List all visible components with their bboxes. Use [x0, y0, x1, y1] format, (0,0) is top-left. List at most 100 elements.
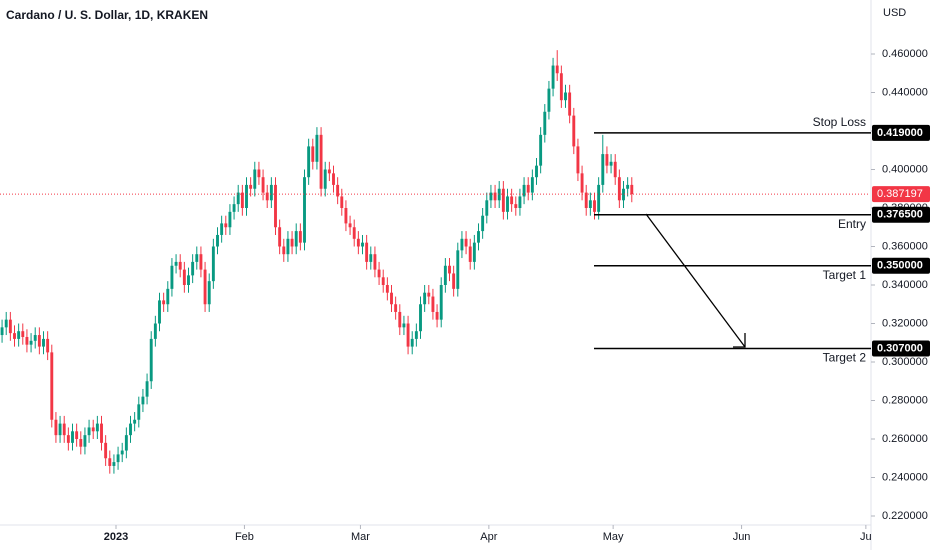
candle-body: [236, 192, 240, 205]
candle-body: [141, 396, 145, 405]
candle-body: [522, 184, 526, 197]
candle-body: [298, 231, 302, 243]
candle-body: [195, 254, 199, 262]
x-tick-label: Ju: [860, 531, 872, 543]
candle-body: [356, 238, 360, 247]
candle-body: [477, 231, 480, 243]
candle-body: [406, 323, 410, 347]
candle-body: [174, 261, 178, 266]
candle-body: [95, 423, 99, 432]
candle-body: [501, 188, 505, 212]
candle-body: [170, 265, 174, 289]
candle-body: [472, 242, 476, 262]
candle-body: [613, 161, 617, 178]
candle-body: [199, 254, 203, 270]
candle-body: [530, 177, 534, 193]
candle-body: [311, 146, 315, 162]
candle-body: [497, 188, 501, 201]
candle-body: [398, 311, 402, 328]
candle-body: [220, 223, 224, 235]
candle-body: [54, 419, 58, 436]
x-tick-label: Jun: [733, 531, 751, 543]
candle-body: [149, 338, 153, 382]
candle-body: [104, 442, 108, 459]
candle-body: [526, 184, 530, 193]
candle-body: [162, 300, 166, 305]
candle-body: [518, 196, 522, 208]
candle-body: [294, 231, 298, 247]
candle-body: [249, 184, 253, 189]
candle-body: [597, 184, 601, 212]
y-tick-label: 0.220000: [882, 510, 928, 522]
y-tick-label: 0.400000: [882, 163, 928, 175]
level-box: [872, 340, 930, 357]
candle-body: [108, 458, 112, 466]
candle-body: [21, 331, 25, 337]
candle-body: [489, 192, 493, 201]
candle-body: [50, 352, 54, 420]
y-tick-label: 0.460000: [882, 48, 928, 60]
candle-body: [290, 238, 294, 247]
candle-body: [323, 169, 327, 189]
candle-body: [452, 273, 456, 289]
candle-body: [414, 331, 418, 339]
level-label: 0.376500: [877, 209, 923, 221]
marks: 0.220000 0.240000 0.260000 0.280000 0.300000…: [0, 48, 930, 543]
candle-body: [551, 65, 555, 89]
candle-body: [303, 177, 306, 243]
candle-body: [145, 381, 149, 397]
candle-body: [191, 261, 195, 276]
candle-body: [178, 261, 182, 270]
chart-title: Cardano / U. S. Dollar, 1D, KRAKEN: [6, 8, 208, 22]
y-tick-label: 0.280000: [882, 394, 928, 406]
candle-body: [456, 250, 460, 289]
candle-body: [617, 177, 621, 201]
candle-body: [278, 227, 282, 247]
candle-body: [269, 184, 273, 201]
candle-body: [588, 200, 592, 208]
candle-body: [228, 211, 232, 228]
candle-body: [182, 269, 186, 285]
candle-body: [626, 184, 630, 189]
candle-body: [381, 277, 385, 285]
candle-body: [539, 134, 543, 166]
candle-body: [336, 184, 340, 197]
y-tick-label: 0.320000: [882, 317, 928, 329]
candle-body: [137, 404, 141, 420]
candle-body: [485, 200, 489, 216]
candle-body: [377, 269, 381, 278]
arrow-head: [733, 333, 746, 348]
candle-body: [427, 292, 431, 297]
candle-body: [555, 65, 559, 74]
candle-body: [630, 184, 634, 195]
candle-body: [601, 154, 605, 185]
candle-body: [394, 304, 398, 312]
candle-body: [265, 192, 269, 201]
candle-body: [568, 92, 572, 116]
arrow: [645, 213, 746, 348]
x-tick-label: Mar: [351, 531, 370, 543]
candle-body: [133, 419, 137, 424]
candle-body: [572, 115, 576, 147]
candle-body: [203, 269, 207, 305]
candle-body: [75, 431, 79, 439]
candle-body: [332, 173, 335, 185]
level-name: Stop Loss: [813, 115, 866, 129]
candle-body: [361, 242, 364, 247]
candle-body: [435, 311, 439, 320]
candle-body: [87, 427, 91, 436]
candle-body: [245, 184, 248, 208]
candle-body: [71, 431, 74, 443]
candle-body: [8, 319, 12, 334]
candle-body: [100, 423, 103, 443]
candle-body: [543, 111, 547, 135]
candle-body: [282, 246, 286, 255]
candle-body: [348, 223, 352, 228]
x-tick-label: May: [603, 531, 624, 543]
candle-body: [559, 73, 563, 101]
candle-body: [439, 285, 443, 320]
candle-body: [257, 169, 261, 178]
candle-body: [274, 184, 277, 228]
y-tick-label: 0.340000: [882, 279, 928, 291]
